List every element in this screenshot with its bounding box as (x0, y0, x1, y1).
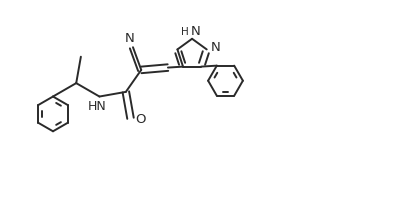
Text: HN: HN (88, 100, 107, 113)
Text: N: N (211, 41, 220, 54)
Text: N: N (191, 25, 201, 38)
Text: O: O (135, 113, 146, 126)
Text: H: H (181, 27, 189, 37)
Text: N: N (125, 32, 135, 45)
